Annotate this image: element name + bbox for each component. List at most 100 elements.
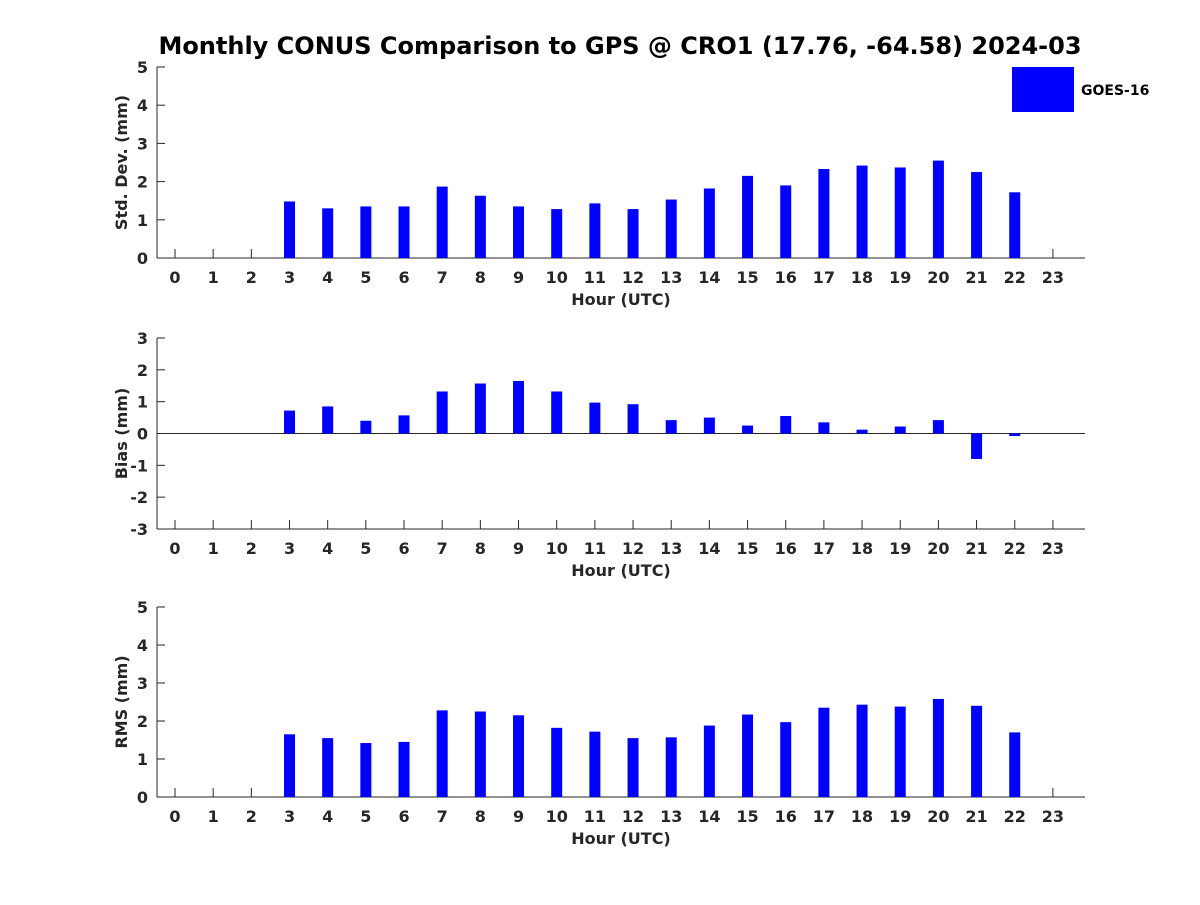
y-tick-label: 4 [137,636,148,655]
bar-hour-3 [284,734,296,797]
bar-hour-12 [627,209,639,258]
x-tick-label: 0 [169,268,180,287]
bar-hour-11 [589,203,601,258]
bar-hour-22 [1009,433,1021,437]
bar-hour-16 [780,415,792,434]
x-tick-label: 5 [360,268,371,287]
x-tick-label: 23 [1042,539,1064,558]
y-tick-label: 4 [137,96,148,115]
x-tick-label: 21 [965,807,987,826]
bar-hour-15 [742,425,754,434]
x-tick-label: 6 [398,268,409,287]
bar-hour-4 [322,406,334,434]
x-axis-label: Hour (UTC) [571,290,671,309]
x-tick-label: 9 [513,268,524,287]
bar-hour-20 [932,698,944,797]
bar-hour-19 [894,167,906,258]
bar-hour-9 [513,715,525,797]
y-tick-label: 1 [137,750,148,769]
bar-hour-8 [474,195,486,258]
y-tick-label: 2 [137,361,148,380]
x-tick-label: 15 [736,539,758,558]
bar-hour-4 [322,738,334,797]
x-tick-label: 21 [965,268,987,287]
bar-hour-10 [551,727,563,797]
x-tick-label: 19 [889,268,911,287]
x-tick-label: 7 [437,268,448,287]
y-tick-label: 1 [137,393,148,412]
x-tick-label: 9 [513,539,524,558]
bar-hour-5 [360,206,372,258]
x-tick-label: 12 [622,268,644,287]
x-tick-label: 7 [437,539,448,558]
bar-hour-22 [1009,192,1021,258]
bar-hour-11 [589,731,601,797]
y-tick-label: 3 [137,134,148,153]
x-tick-label: 3 [284,807,295,826]
x-tick-label: 23 [1042,807,1064,826]
bar-hour-21 [971,705,983,797]
bar-hour-7 [436,186,448,258]
x-tick-label: 0 [169,807,180,826]
x-tick-label: 3 [284,268,295,287]
bar-hour-20 [932,420,944,434]
bar-hour-13 [665,420,677,434]
x-tick-label: 17 [813,268,835,287]
bar-hour-6 [398,206,410,258]
y-tick-label: 2 [137,712,148,731]
bar-hour-17 [818,707,830,797]
x-tick-label: 10 [546,268,568,287]
x-tick-label: 13 [660,539,682,558]
x-tick-label: 4 [322,539,333,558]
bar-hour-8 [474,383,486,434]
bar-hour-6 [398,741,410,797]
bar-hour-10 [551,209,563,258]
bar-hour-14 [703,417,715,434]
x-tick-label: 1 [208,807,219,826]
x-tick-label: 22 [1004,807,1026,826]
x-tick-label: 20 [927,539,949,558]
bar-hour-21 [971,433,983,459]
x-tick-label: 15 [736,268,758,287]
x-tick-label: 7 [437,807,448,826]
x-tick-label: 4 [322,268,333,287]
x-tick-label: 5 [360,807,371,826]
x-tick-label: 12 [622,807,644,826]
y-tick-label: -3 [130,520,148,539]
bar-hour-9 [513,380,525,434]
x-tick-label: 2 [246,807,257,826]
y-tick-label: 0 [137,249,148,268]
x-tick-label: 11 [584,807,606,826]
y-tick-label: -2 [130,488,148,507]
x-tick-label: 18 [851,268,873,287]
bar-hour-6 [398,415,410,434]
y-tick-label: 5 [137,58,148,77]
y-tick-label: 3 [137,329,148,348]
x-tick-label: 2 [246,539,257,558]
bar-hour-18 [856,704,868,797]
x-tick-label: 11 [584,539,606,558]
x-tick-label: 14 [698,807,720,826]
x-tick-label: 12 [622,539,644,558]
bar-hour-13 [665,737,677,797]
x-tick-label: 13 [660,268,682,287]
bar-hour-17 [818,168,830,258]
x-tick-label: 13 [660,807,682,826]
bar-hour-15 [742,714,754,797]
x-tick-label: 16 [775,539,797,558]
x-tick-label: 19 [889,807,911,826]
bar-hour-8 [474,711,486,797]
y-tick-label: 0 [137,788,148,807]
bar-hour-3 [284,410,296,434]
bar-hour-13 [665,199,677,258]
x-tick-label: 22 [1004,539,1026,558]
x-tick-label: 20 [927,268,949,287]
x-tick-label: 16 [775,268,797,287]
x-tick-label: 9 [513,807,524,826]
y-axis-label: RMS (mm) [112,655,131,748]
x-tick-label: 2 [246,268,257,287]
bar-hour-19 [894,706,906,797]
